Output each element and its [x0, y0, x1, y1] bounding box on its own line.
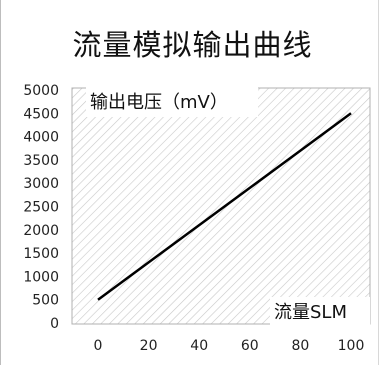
y-tick-label: 0: [50, 316, 59, 332]
x-tick-label: 40: [190, 338, 208, 354]
x-tick-label: 60: [241, 338, 259, 354]
y-tick-label: 2000: [23, 223, 59, 239]
y-axis-ticks: 0 500 1000 1500 2000 2500 3000 3500 4000 4500 5000: [23, 83, 59, 332]
x-tick-label: 20: [140, 338, 158, 354]
xlabel-backdrop: [270, 297, 370, 325]
series-layer: [97, 112, 352, 301]
series-line: [97, 112, 352, 301]
y-tick-label: 1000: [23, 269, 59, 285]
plot-area: [71, 87, 371, 325]
y-tick-label: 5000: [23, 83, 59, 99]
y-tick-label: 4500: [23, 106, 59, 122]
x-axis-label: 流量SLM: [274, 302, 347, 323]
y-tick-label: 3500: [23, 153, 59, 169]
x-tick-label: 80: [291, 338, 309, 354]
y-tick-label: 3000: [23, 176, 59, 192]
chart-title: 流量模拟输出曲线: [72, 28, 313, 62]
y-tick-label: 4000: [23, 130, 59, 146]
left-border: [0, 0, 1, 365]
x-tick-label: 0: [94, 338, 103, 354]
y-tick-label: 2500: [23, 200, 59, 216]
x-axis-ticks: 0 20 40 60 80 100: [94, 338, 365, 354]
right-border: [378, 0, 379, 365]
x-tick-label: 100: [338, 338, 365, 354]
y-axis-label: 输出电压（mV）: [90, 92, 228, 113]
ylabel-backdrop: [86, 87, 258, 117]
y-tick-label: 500: [32, 293, 59, 309]
y-tick-label: 1500: [23, 246, 59, 262]
